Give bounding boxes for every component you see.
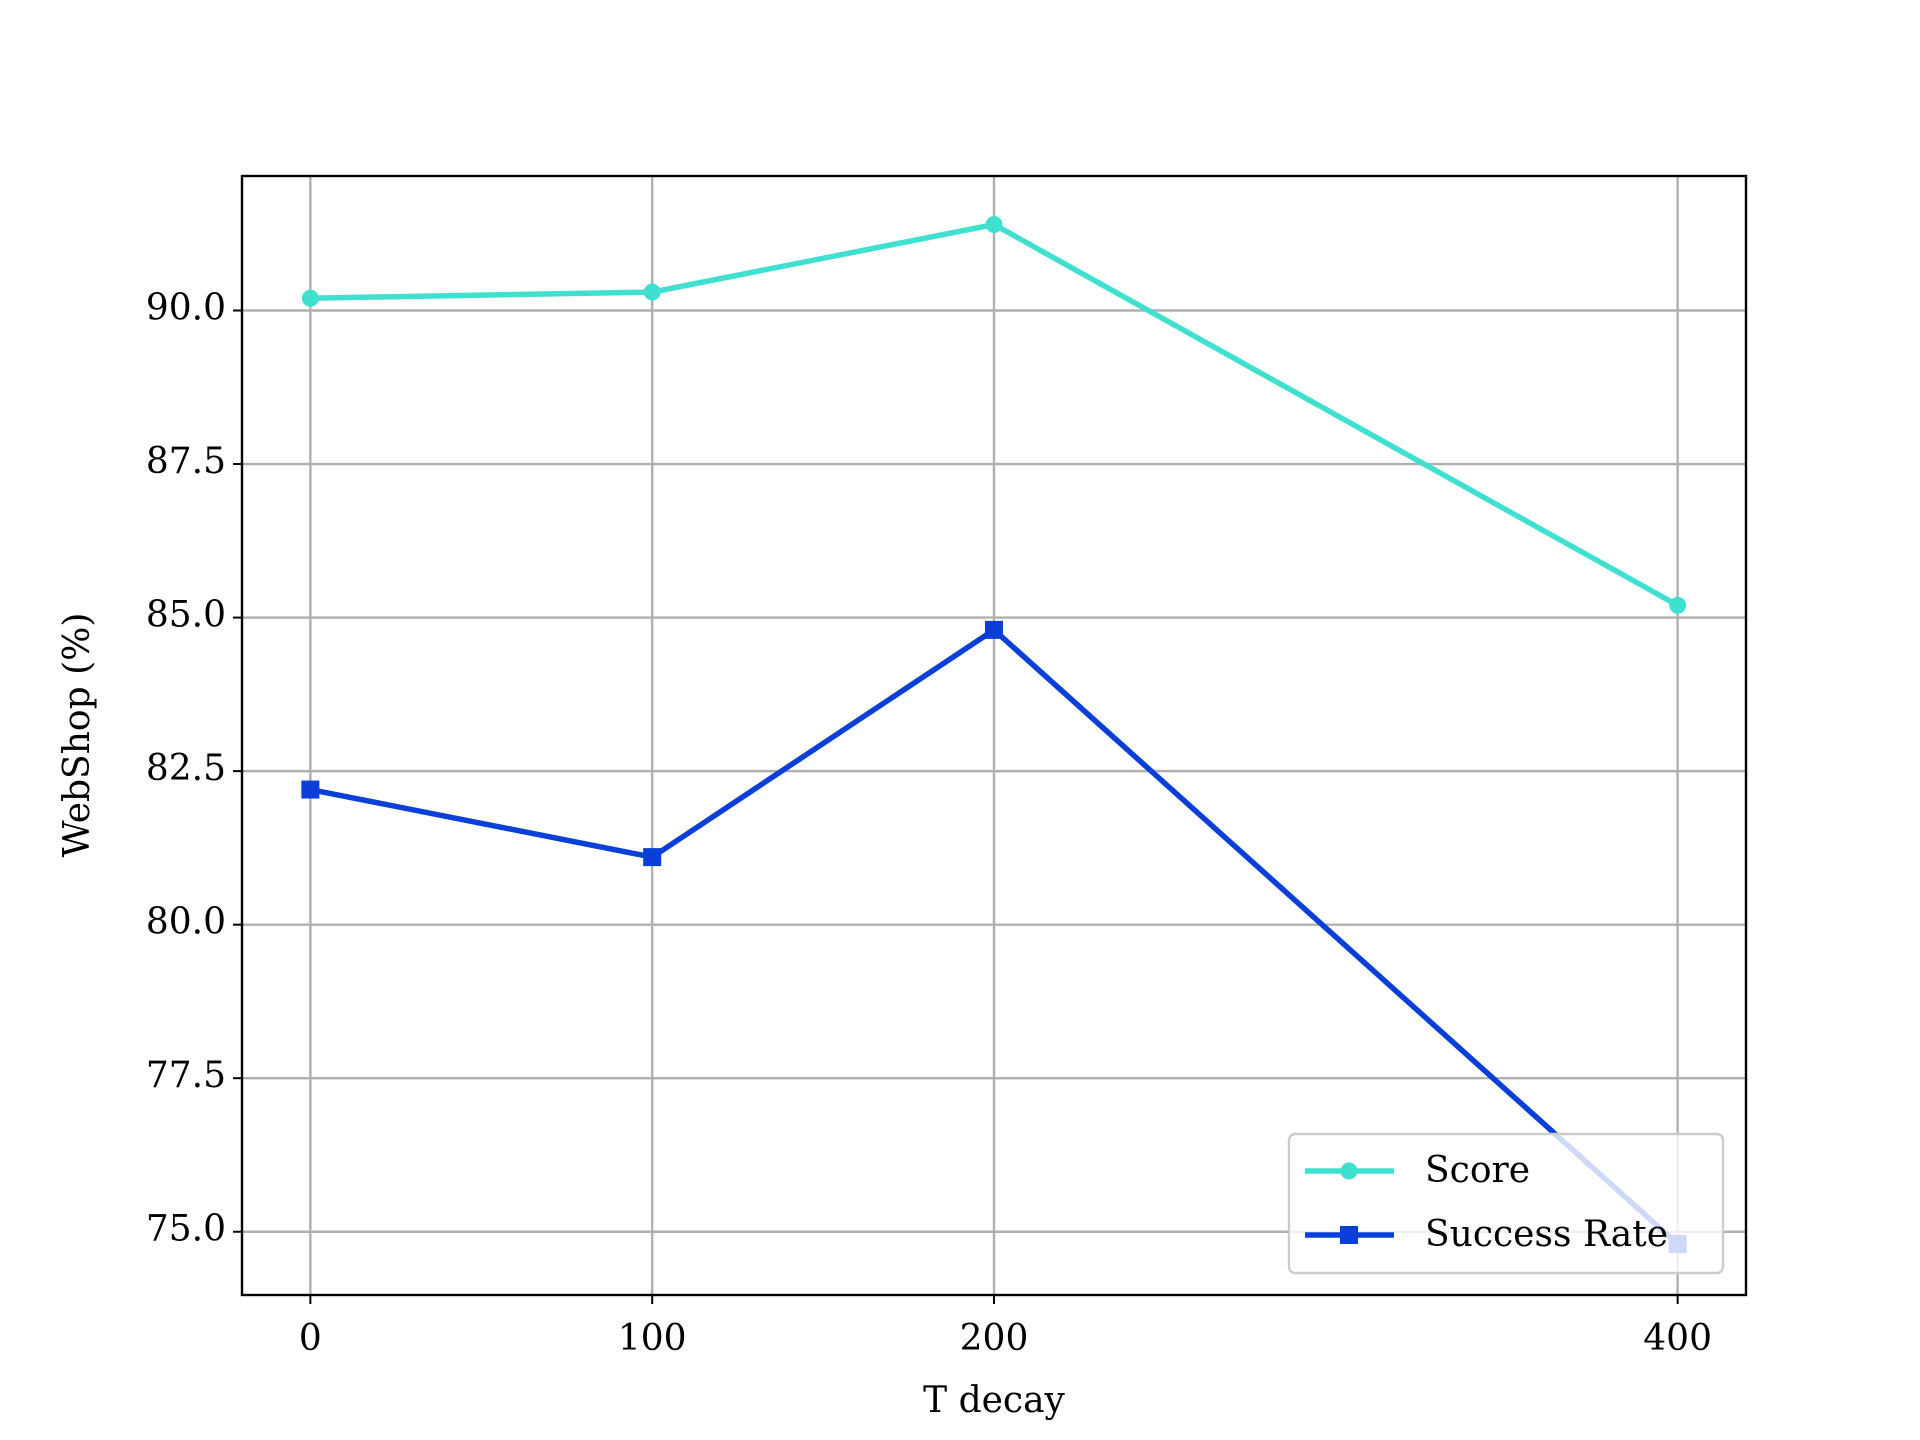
x-axis-label: T decay: [923, 1380, 1065, 1421]
marker: [985, 216, 1003, 234]
x-tick-label: 100: [618, 1318, 687, 1359]
x-tick-label: 0: [299, 1318, 322, 1359]
y-tick-label: 80.0: [146, 902, 226, 943]
plot-frame: [240, 174, 1748, 1297]
legend-marker: [1340, 1162, 1358, 1180]
marker: [301, 780, 320, 799]
legend-marker: [1340, 1226, 1358, 1244]
marker: [1669, 596, 1687, 614]
y-tick-label: 87.5: [146, 441, 226, 482]
y-tick-label: 90.0: [146, 288, 226, 329]
legend-label: Success Rate: [1425, 1214, 1668, 1255]
x-tick-label: 400: [1643, 1318, 1712, 1359]
x-tick-label: 200: [960, 1318, 1029, 1359]
series-line: [309, 626, 1680, 1247]
marker: [643, 283, 661, 301]
series-line: [310, 221, 1679, 608]
marker: [985, 620, 1003, 639]
y-tick-label: 85.0: [146, 595, 226, 636]
marker: [643, 848, 662, 867]
y-tick-label: 77.5: [146, 1055, 226, 1096]
y-axis-label: WebShop (%): [57, 613, 98, 858]
legend-box: [1287, 1132, 1725, 1275]
marker: [301, 289, 319, 307]
legend-label: Score: [1425, 1150, 1530, 1191]
y-tick-label: 75.0: [146, 1209, 226, 1250]
y-tick-label: 82.5: [146, 748, 226, 789]
